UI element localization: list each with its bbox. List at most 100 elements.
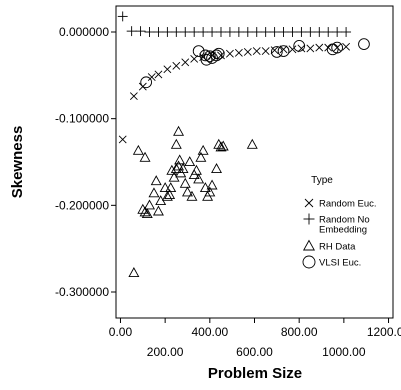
triangle-marker	[186, 190, 198, 201]
x-marker	[226, 49, 234, 58]
triangle-marker	[211, 163, 223, 173]
x-marker-stroke	[147, 73, 156, 81]
x-tick-label: 200.00	[147, 345, 184, 359]
triangle-marker	[184, 156, 196, 167]
x-marker	[306, 44, 315, 53]
plus-marker	[251, 27, 262, 37]
plus-marker	[162, 27, 173, 37]
y-axis: 0.000000 -0.100000 -0.200000 -0.300000	[55, 25, 116, 299]
circle-marker	[212, 47, 225, 60]
plus-marker	[198, 27, 209, 37]
data-markers	[117, 11, 370, 277]
x-tick-label: 600.00	[236, 345, 273, 359]
plus-marker	[332, 27, 343, 37]
triangle-marker	[159, 182, 171, 193]
triangle-marker	[144, 199, 155, 210]
series-plus	[117, 11, 352, 37]
triangle-marker	[197, 144, 209, 155]
legend-title: Type	[311, 175, 333, 186]
triangle-marker	[170, 163, 182, 173]
triangle-marker	[181, 186, 193, 197]
triangle-marker	[164, 189, 176, 199]
circle-marker	[270, 46, 283, 58]
plus-marker	[341, 27, 352, 37]
plus-marker	[305, 27, 316, 37]
circle-marker	[203, 50, 216, 63]
plus-marker	[189, 27, 200, 37]
x-marker-stroke	[226, 49, 234, 58]
plus-marker	[242, 27, 253, 37]
y-tick-label: -0.200000	[55, 198, 109, 212]
plus-marker	[153, 27, 164, 37]
x-tick-label: 800.00	[281, 325, 318, 339]
x-marker-stroke	[342, 42, 351, 51]
x-marker-stroke	[234, 48, 243, 57]
triangle-marker	[213, 138, 225, 149]
plus-marker	[180, 27, 191, 37]
x-marker	[147, 73, 156, 81]
circle-marker	[302, 255, 316, 269]
triangle-marker	[199, 182, 211, 193]
x-marker	[252, 47, 261, 55]
x-marker-stroke	[270, 46, 279, 55]
x-marker	[288, 45, 297, 54]
x-marker-stroke	[163, 65, 172, 74]
triangle-marker	[302, 239, 316, 251]
x-tick-label: 1000.00	[322, 345, 366, 359]
triangle-marker	[190, 164, 202, 175]
x-marker	[304, 198, 314, 208]
y-tick-label: -0.300000	[55, 285, 109, 299]
x-marker	[315, 43, 324, 52]
triangle-marker	[170, 138, 182, 149]
x-marker	[181, 58, 190, 67]
x-marker	[217, 51, 225, 60]
triangle-marker	[141, 208, 153, 219]
x-marker-stroke	[252, 47, 261, 55]
x-marker	[333, 43, 342, 52]
triangle-marker	[204, 186, 216, 197]
triangle-marker	[215, 141, 227, 152]
x-marker	[243, 48, 252, 56]
triangle-marker	[132, 144, 144, 155]
plus-marker	[233, 27, 244, 37]
x-marker	[163, 65, 172, 74]
x-marker-stroke	[333, 43, 342, 52]
legend-label: Random No	[319, 215, 370, 226]
x-tick-label: 1200.00	[367, 325, 401, 339]
plus-marker	[260, 27, 271, 37]
plus-marker	[224, 27, 235, 37]
legend-entry: RH Data	[302, 239, 356, 253]
triangle-marker	[152, 205, 164, 216]
triangle-marker	[161, 190, 173, 201]
x-marker-stroke	[304, 198, 314, 208]
circle-marker	[293, 40, 306, 52]
plus-marker	[171, 27, 182, 37]
triangle-marker	[177, 163, 189, 173]
x-marker-stroke	[324, 43, 333, 52]
plus-marker	[135, 26, 146, 37]
legend-label: Random Euc.	[319, 199, 377, 210]
x-marker-stroke	[129, 92, 138, 101]
x-marker	[342, 42, 351, 51]
circle-marker	[358, 38, 370, 50]
triangle-marker	[174, 154, 186, 165]
y-axis-title: Skewness	[9, 126, 26, 199]
legend-entry: VLSI Euc.	[302, 255, 361, 269]
x-marker-stroke	[118, 135, 127, 144]
triangle-marker	[193, 173, 205, 184]
x-marker-stroke	[154, 70, 163, 79]
x-tick-label: 400.00	[191, 325, 228, 339]
x-marker-stroke	[288, 45, 297, 54]
circle-marker	[200, 53, 213, 66]
x-marker	[270, 46, 279, 55]
plus-marker	[126, 26, 137, 37]
legend-label: VLSI Euc.	[319, 258, 361, 269]
circle-marker	[331, 41, 344, 54]
triangle-marker	[150, 175, 162, 186]
triangle-marker	[206, 179, 218, 190]
plus-marker	[303, 213, 315, 225]
